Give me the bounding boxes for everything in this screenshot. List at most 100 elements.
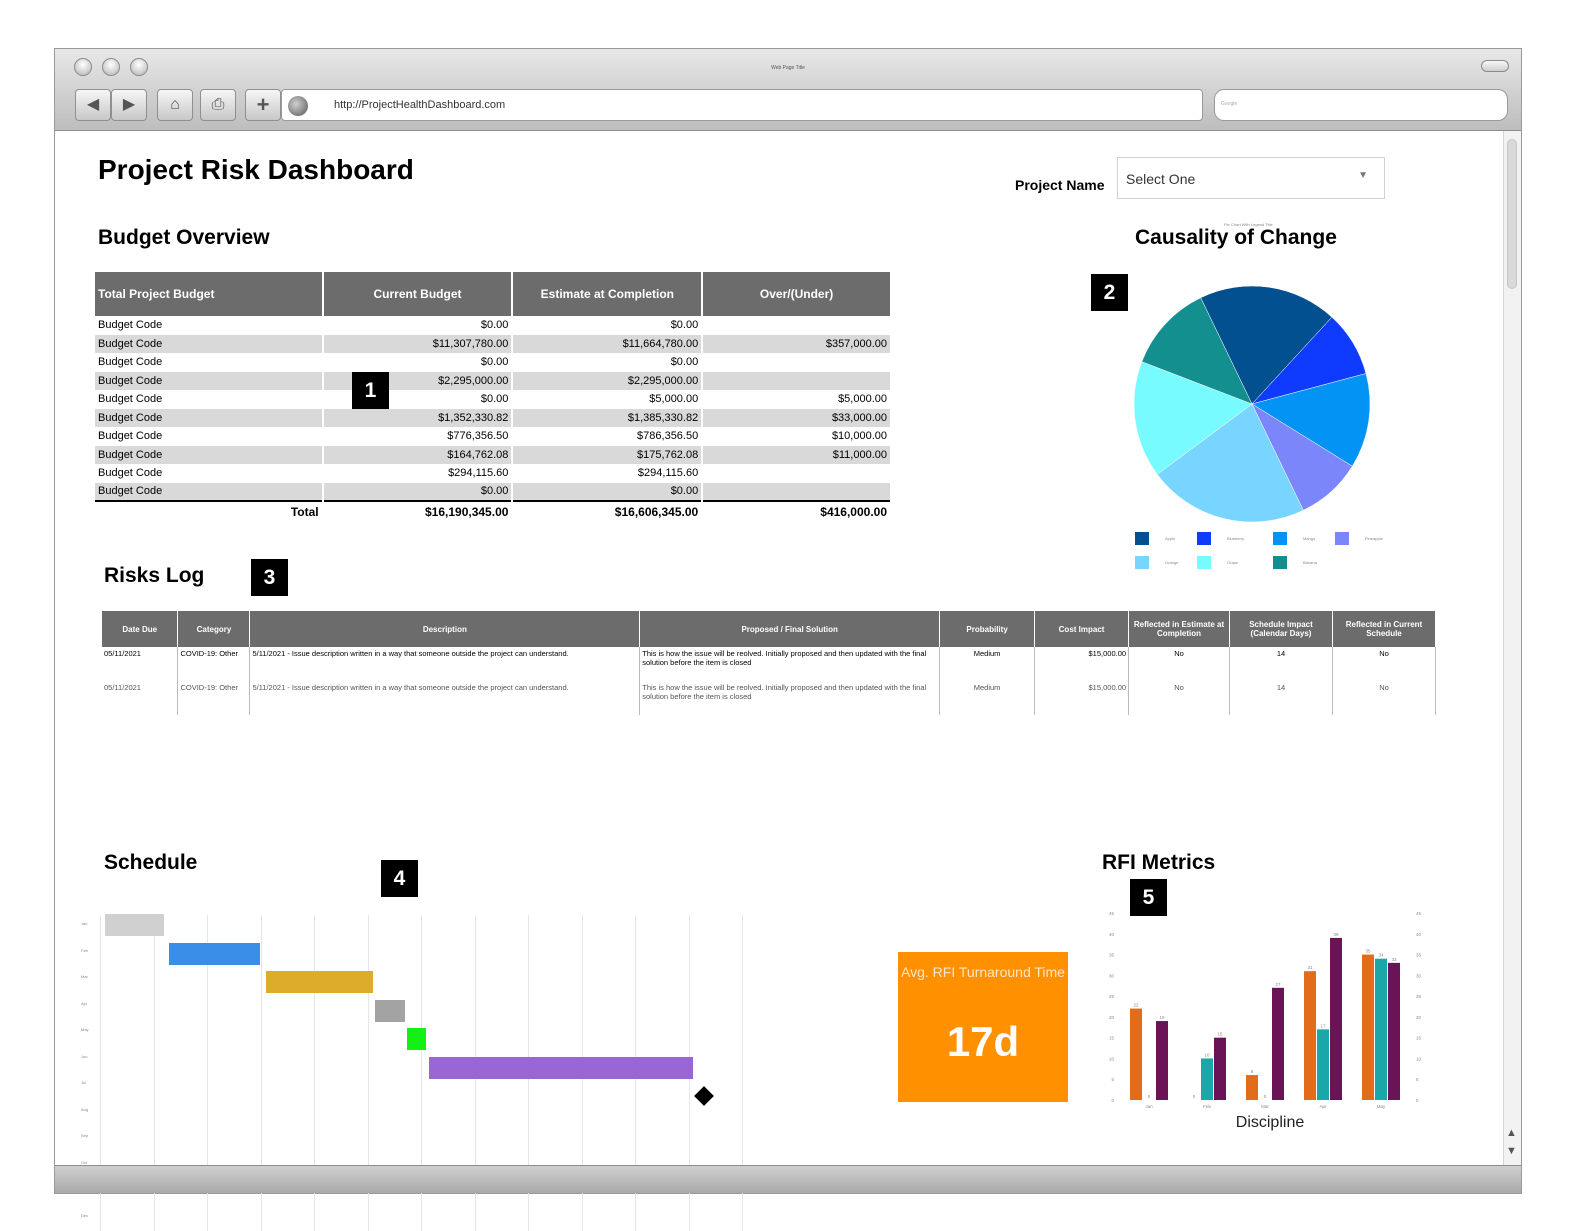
risks-log-heading: Risks Log	[104, 564, 205, 587]
gantt-task-bar[interactable]	[407, 1028, 426, 1050]
risk-cell: 5/11/2021 - Issue description written in…	[249, 681, 641, 715]
gantt-month-label: Feb	[81, 947, 88, 953]
risks-column-header: Date Due	[102, 611, 179, 647]
rfi-bar[interactable]	[1375, 958, 1387, 1100]
gantt-task-bar[interactable]	[265, 971, 373, 993]
y2-tick-label: 25	[1416, 994, 1422, 999]
budget-cell: $786,356.50	[512, 427, 704, 446]
x-tick-label: May	[1377, 1104, 1386, 1109]
minimize-window-button[interactable]	[102, 58, 120, 76]
risk-row[interactable]: 05/11/2021 COVID-19: Other 5/11/2021 - Iss…	[102, 681, 1437, 715]
pie-slice-apple[interactable]	[1200, 285, 1333, 405]
rfi-bar[interactable]	[1304, 971, 1316, 1100]
callout-badge-1: 1	[352, 372, 389, 409]
rfi-bar[interactable]	[1362, 954, 1374, 1100]
chevron-down-icon: ▼	[1358, 170, 1368, 181]
gantt-task-bar[interactable]	[375, 999, 405, 1022]
y-tick-label: 40	[1109, 932, 1115, 937]
y-tick-label: 10	[1109, 1056, 1115, 1061]
scroll-down-icon[interactable]: ▼	[1506, 1145, 1517, 1157]
legend-label: Blueberry	[1227, 536, 1245, 541]
project-name-select[interactable]: Select One ▼	[1117, 157, 1385, 199]
y-tick-label: 35	[1109, 953, 1115, 958]
gantt-gridline	[100, 915, 101, 1231]
budget-column-header: Current Budget	[322, 272, 514, 316]
vertical-scrollbar[interactable]: ▲ ▼	[1503, 131, 1521, 1167]
risk-cell: This is how the issue will be reolved. I…	[639, 647, 941, 681]
bar-value-label: 31	[1307, 965, 1313, 970]
back-button[interactable]: ◀	[75, 89, 111, 121]
forward-button[interactable]: ▶	[111, 89, 147, 121]
rfi-bar[interactable]	[1388, 962, 1400, 1100]
rfi-bar[interactable]	[1201, 1058, 1213, 1100]
risk-cell: COVID-19: Other	[177, 647, 251, 681]
rfi-bar[interactable]	[1156, 1021, 1168, 1100]
total-value: $16,606,345.00	[512, 500, 704, 521]
budget-cell: $0.00	[322, 316, 514, 335]
toolbar-toggle-button[interactable]	[1481, 60, 1509, 72]
legend-swatch	[1197, 532, 1211, 545]
budget-column-header: Estimate at Completion	[512, 272, 704, 316]
gantt-gridline	[260, 915, 262, 1231]
total-label: Total	[95, 500, 324, 521]
rfi-bar[interactable]	[1214, 1037, 1226, 1100]
scroll-up-icon[interactable]: ▲	[1506, 1127, 1517, 1139]
budget-cell: $11,307,780.00	[322, 334, 514, 353]
pie-slice-mango[interactable]	[1251, 373, 1371, 467]
bar-value-label: 17	[1320, 1023, 1326, 1028]
risk-row[interactable]: 05/11/2021 COVID-19: Other 5/11/2021 - Iss…	[102, 647, 1437, 681]
budget-cell: $776,356.50	[322, 427, 514, 446]
legend-swatch	[1197, 556, 1211, 569]
budget-row: Budget Code $776,356.50 $786,356.50 $10,000…	[95, 427, 892, 446]
y-tick-label: 20	[1109, 1015, 1115, 1020]
budget-cell: Budget Code	[95, 408, 324, 427]
budget-cell: Budget Code	[95, 316, 324, 335]
rfi-bar[interactable]	[1130, 1008, 1142, 1100]
gantt-task-bar[interactable]	[169, 942, 261, 965]
rfi-bar[interactable]	[1246, 1075, 1258, 1100]
budget-cell: Budget Code	[95, 353, 324, 372]
rfi-bar[interactable]	[1330, 937, 1342, 1100]
legend-swatch	[1273, 532, 1287, 545]
risks-column-header: Reflected in Current Schedule	[1332, 611, 1437, 647]
budget-cell: $2,295,000.00	[512, 371, 704, 390]
gantt-task-bar[interactable]	[105, 914, 164, 936]
budget-row: Budget Code $0.00 $0.00	[95, 482, 892, 501]
budget-cell: $5,000.00	[512, 390, 704, 409]
rfi-bar[interactable]	[1317, 1029, 1329, 1100]
legend-swatch	[1135, 532, 1149, 545]
plus-icon: +	[256, 92, 270, 117]
callout-badge-4: 4	[381, 860, 418, 897]
home-button[interactable]: ⌂	[157, 89, 193, 121]
pie-slice-banana[interactable]	[1141, 297, 1253, 405]
bar-value-label: 6	[1251, 1069, 1254, 1074]
rfi-bar[interactable]	[1272, 987, 1284, 1100]
budget-cell	[702, 353, 892, 372]
gantt-gridline	[742, 915, 743, 1231]
x-axis-title: Discipline	[1236, 1114, 1305, 1131]
budget-cell: $164,762.08	[322, 445, 514, 464]
zoom-window-button[interactable]	[130, 58, 148, 76]
print-button[interactable]: ⎙	[200, 89, 236, 121]
gantt-task-bar[interactable]	[428, 1056, 694, 1079]
budget-cell	[702, 316, 892, 335]
legend-label: Orange	[1165, 560, 1179, 565]
scroll-thumb[interactable]	[1507, 139, 1517, 289]
pie-slice-grape[interactable]	[1133, 361, 1253, 475]
budget-cell: Budget Code	[95, 482, 324, 501]
x-tick-label: Feb	[1203, 1104, 1211, 1109]
legend-label: Mango	[1303, 536, 1316, 541]
risk-cell: This is how the issue will be reolved. I…	[639, 681, 941, 715]
y2-tick-label: 40	[1416, 932, 1422, 937]
x-tick-label: Apr	[1319, 1104, 1327, 1109]
y-tick-label: 5	[1111, 1077, 1114, 1082]
legend-label: Banana	[1303, 560, 1317, 565]
y2-tick-label: 20	[1416, 1015, 1422, 1020]
address-bar[interactable]: http://ProjectHealthDashboard.com	[281, 89, 1203, 121]
risk-cell: 14	[1229, 647, 1333, 681]
search-input[interactable]: Google	[1214, 89, 1508, 121]
add-bookmark-button[interactable]: +	[245, 89, 281, 121]
pie-slice-orange[interactable]	[1156, 403, 1304, 523]
risks-column-header: Category	[177, 611, 251, 647]
close-window-button[interactable]	[74, 58, 92, 76]
